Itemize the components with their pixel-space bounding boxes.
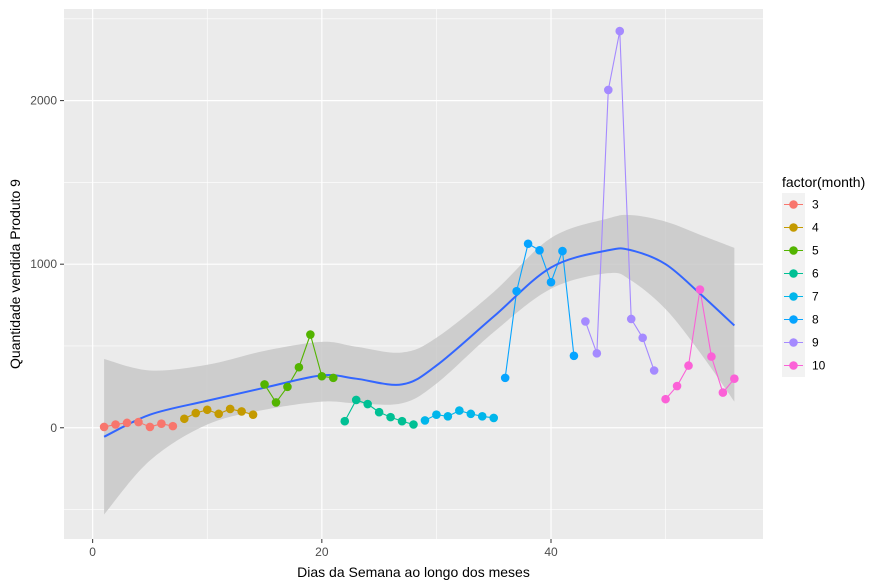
- data-point-month-9: [592, 349, 602, 358]
- data-point-month-5: [283, 382, 292, 392]
- data-point-month-8: [512, 286, 521, 296]
- data-point-month-7: [477, 412, 487, 421]
- legend-key-point: [789, 361, 798, 370]
- data-point-month-8: [523, 239, 533, 249]
- data-point-month-9: [604, 85, 613, 95]
- y-tick-label: 1000: [30, 257, 57, 271]
- data-point-month-3: [134, 417, 143, 427]
- legend-key-point: [789, 315, 798, 324]
- legend-label-month-7: 7: [812, 290, 819, 304]
- data-point-month-6: [363, 399, 372, 409]
- x-tick-label: 20: [315, 545, 329, 559]
- data-point-month-3: [122, 418, 132, 428]
- data-point-month-9: [626, 314, 636, 324]
- data-point-month-7: [455, 406, 464, 415]
- data-point-month-7: [420, 416, 430, 425]
- y-axis-title: Quantidade vendida Produto 9: [7, 179, 23, 369]
- data-point-month-10: [661, 394, 670, 404]
- data-point-month-3: [168, 421, 178, 431]
- legend-label-month-10: 10: [812, 359, 826, 373]
- legend-label-month-3: 3: [812, 198, 819, 212]
- legend-key-point: [789, 223, 798, 232]
- data-point-month-7: [443, 412, 453, 421]
- data-point-month-7: [489, 413, 499, 423]
- data-point-month-8: [535, 245, 544, 255]
- data-point-month-10: [718, 388, 728, 397]
- data-point-month-6: [374, 407, 384, 417]
- data-point-month-6: [340, 416, 350, 426]
- data-point-month-5: [317, 371, 327, 381]
- data-point-month-3: [145, 422, 155, 432]
- legend-label-month-4: 4: [812, 221, 819, 235]
- y-tick-label: 2000: [30, 94, 57, 108]
- smooth-trend-line: [103, 247, 736, 438]
- data-point-month-3: [99, 422, 109, 432]
- data-point-month-10: [684, 361, 693, 370]
- data-point-month-3: [111, 420, 120, 429]
- data-point-month-6: [409, 420, 418, 429]
- data-point-month-5: [294, 362, 304, 372]
- data-point-month-8: [569, 351, 579, 361]
- y-axis: 0 1000 2000: [30, 94, 64, 435]
- data-point-month-9: [615, 26, 625, 36]
- data-point-month-6: [386, 412, 395, 422]
- legend-key-point: [789, 269, 798, 278]
- data-point-month-5: [328, 373, 338, 383]
- data-point-month-9: [581, 317, 590, 326]
- legend-key-point: [789, 338, 798, 347]
- data-point-month-10: [707, 352, 716, 361]
- data-point-month-6: [351, 395, 361, 405]
- data-point-month-8: [558, 246, 567, 256]
- data-point-month-4: [214, 409, 223, 419]
- x-tick-label: 0: [89, 545, 96, 559]
- data-point-month-4: [248, 410, 258, 419]
- legend-label-month-6: 6: [812, 267, 819, 281]
- x-tick-label: 40: [544, 545, 558, 559]
- data-point-month-4: [225, 404, 235, 414]
- data-point-month-10: [695, 285, 705, 294]
- data-point-month-4: [191, 408, 201, 418]
- data-points: [99, 26, 739, 432]
- data-point-month-8: [500, 373, 510, 383]
- data-point-month-9: [649, 366, 659, 375]
- data-point-month-9: [638, 333, 647, 343]
- data-point-month-10: [672, 381, 682, 391]
- data-point-month-5: [271, 398, 281, 407]
- data-point-month-8: [546, 277, 556, 287]
- y-tick-label: 0: [50, 421, 57, 435]
- data-point-month-6: [397, 416, 407, 426]
- data-point-month-7: [466, 409, 476, 419]
- legend-key-point: [789, 200, 798, 209]
- data-point-month-10: [730, 374, 739, 383]
- data-point-month-5: [260, 380, 269, 389]
- x-axis: 0 20 40: [89, 539, 558, 559]
- data-point-month-7: [432, 410, 441, 419]
- legend-key-point: [789, 292, 798, 301]
- data-point-month-3: [157, 419, 166, 428]
- data-point-month-4: [180, 414, 189, 424]
- data-point-month-4: [237, 407, 246, 416]
- legend-label-month-5: 5: [812, 244, 819, 258]
- legend: factor(month) 3 4 5 6 7 8 9 10: [782, 174, 865, 377]
- legend-label-month-8: 8: [812, 313, 819, 327]
- data-point-month-4: [202, 405, 212, 415]
- legend-title: factor(month): [782, 174, 865, 190]
- x-axis-title: Dias da Semana ao longo dos meses: [297, 564, 530, 580]
- confidence-ribbon: [104, 214, 735, 515]
- legend-label-month-9: 9: [812, 336, 819, 350]
- data-point-month-5: [306, 330, 315, 339]
- legend-key-point: [789, 246, 798, 255]
